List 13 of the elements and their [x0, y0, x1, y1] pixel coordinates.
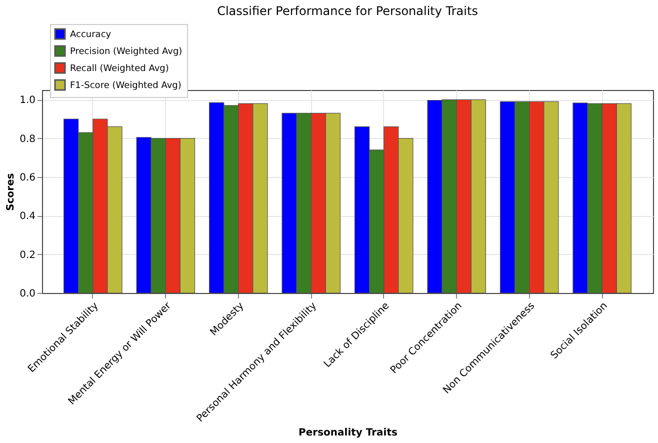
y-tick-label: 0.0 [20, 288, 36, 300]
y-axis-title: Scores [6, 173, 17, 211]
chart-title: Classifier Performance for Personality Traits [217, 4, 478, 18]
y-tick-label: 0.2 [20, 250, 36, 261]
y-tick-label: 0.4 [20, 211, 36, 222]
legend-label: Accuracy [70, 30, 112, 40]
legend-label: Recall (Weighted Avg) [70, 64, 169, 74]
x-axis-title: Personality Traits [298, 428, 398, 439]
y-tick-label: 0.6 [20, 172, 36, 184]
legend-label: Precision (Weighted Avg) [70, 47, 182, 57]
y-tick-label: 1.0 [20, 95, 36, 106]
legend-label: F1-Score (Weighted Avg) [70, 81, 182, 91]
y-tick-label: 0.8 [20, 134, 36, 145]
